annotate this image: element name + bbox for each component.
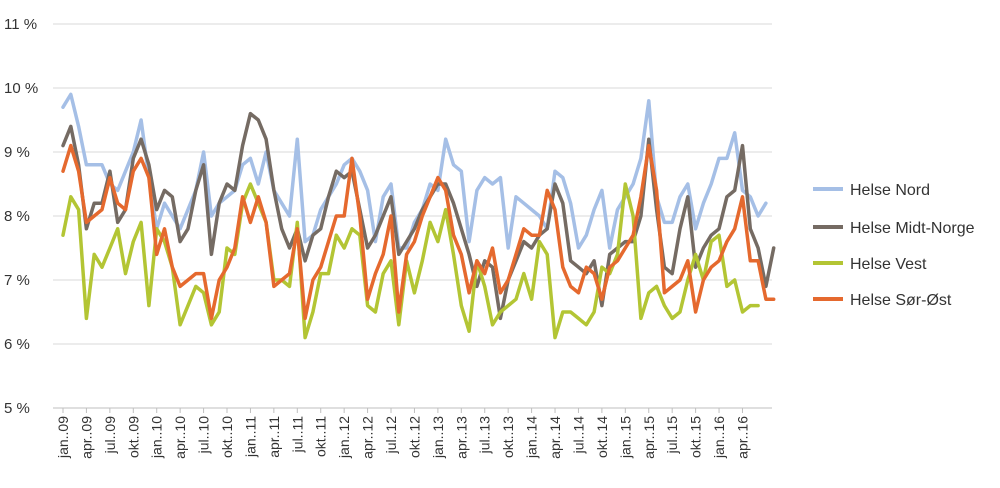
y-tick-label: 7 %	[4, 272, 30, 289]
x-tick-label: apr..14	[547, 416, 563, 459]
series-line-helse-midt-norge	[61, 111, 776, 321]
x-tick-label: apr..16	[734, 416, 750, 459]
y-tick-label: 5 %	[4, 400, 30, 417]
x-axis: jan..09 apr..09 jul..09 okt..09 jan..10 apr..…	[53, 407, 772, 459]
y-tick-label: 8 %	[4, 208, 30, 225]
x-tick-label: okt..12	[406, 416, 422, 458]
x-tick-label: apr..10	[172, 416, 188, 459]
x-tick-label: okt..14	[594, 416, 610, 458]
x-tick-label: jul..09	[102, 416, 118, 455]
series-lines	[61, 92, 776, 340]
x-tick-label: jan..09	[55, 416, 71, 459]
series-line-helse-s-r-st	[61, 143, 776, 321]
series-line-helse-nord	[61, 92, 768, 250]
x-tick-label: jan..13	[430, 416, 446, 459]
y-tick-label: 11 %	[4, 16, 37, 33]
x-tick-label: jul..15	[664, 416, 680, 455]
x-tick-label: jul..11	[289, 416, 305, 454]
legend-label: Helse Midt-Norge	[850, 220, 975, 237]
legend-label: Helse Vest	[850, 256, 927, 273]
x-tick-label: jan..10	[149, 416, 165, 459]
x-tick-label: jan..16	[711, 416, 727, 459]
x-tick-label: okt..11	[313, 416, 329, 457]
series-line-helse-vest	[61, 182, 760, 340]
y-tick-label: 6 %	[4, 336, 30, 353]
x-tick-label: apr..09	[78, 416, 94, 459]
x-tick-label: jul..14	[570, 416, 586, 455]
x-tick-label: jan..11	[242, 416, 258, 458]
x-tick-label: jul..10	[196, 416, 212, 455]
x-tick-label: apr..15	[641, 416, 657, 459]
x-tick-label: okt..15	[688, 416, 704, 458]
legend-label: Helse Sør-Øst	[850, 292, 952, 309]
x-tick-label: jan..15	[617, 416, 633, 459]
y-tick-label: 9 %	[4, 144, 30, 161]
x-tick-label: jan..14	[524, 416, 540, 459]
x-tick-label: apr..12	[360, 416, 376, 459]
y-tick-label: 10 %	[4, 80, 38, 97]
x-tick-label: jan..12	[336, 416, 352, 459]
y-axis: 5 % 6 % 7 % 8 % 9 % 10 % 11 %	[4, 16, 38, 417]
legend: Helse Nord Helse Midt-Norge Helse Vest Hels…	[813, 182, 975, 309]
x-tick-label: okt..13	[500, 416, 516, 458]
x-tick-label: jul..13	[477, 416, 493, 455]
x-tick-label: okt..10	[219, 416, 235, 458]
x-tick-label: jul..12	[383, 416, 399, 455]
x-tick-label: apr..11	[266, 416, 282, 458]
x-tick-label: apr..13	[453, 416, 469, 459]
legend-label: Helse Nord	[850, 182, 930, 199]
x-tick-label: okt..09	[125, 416, 141, 458]
